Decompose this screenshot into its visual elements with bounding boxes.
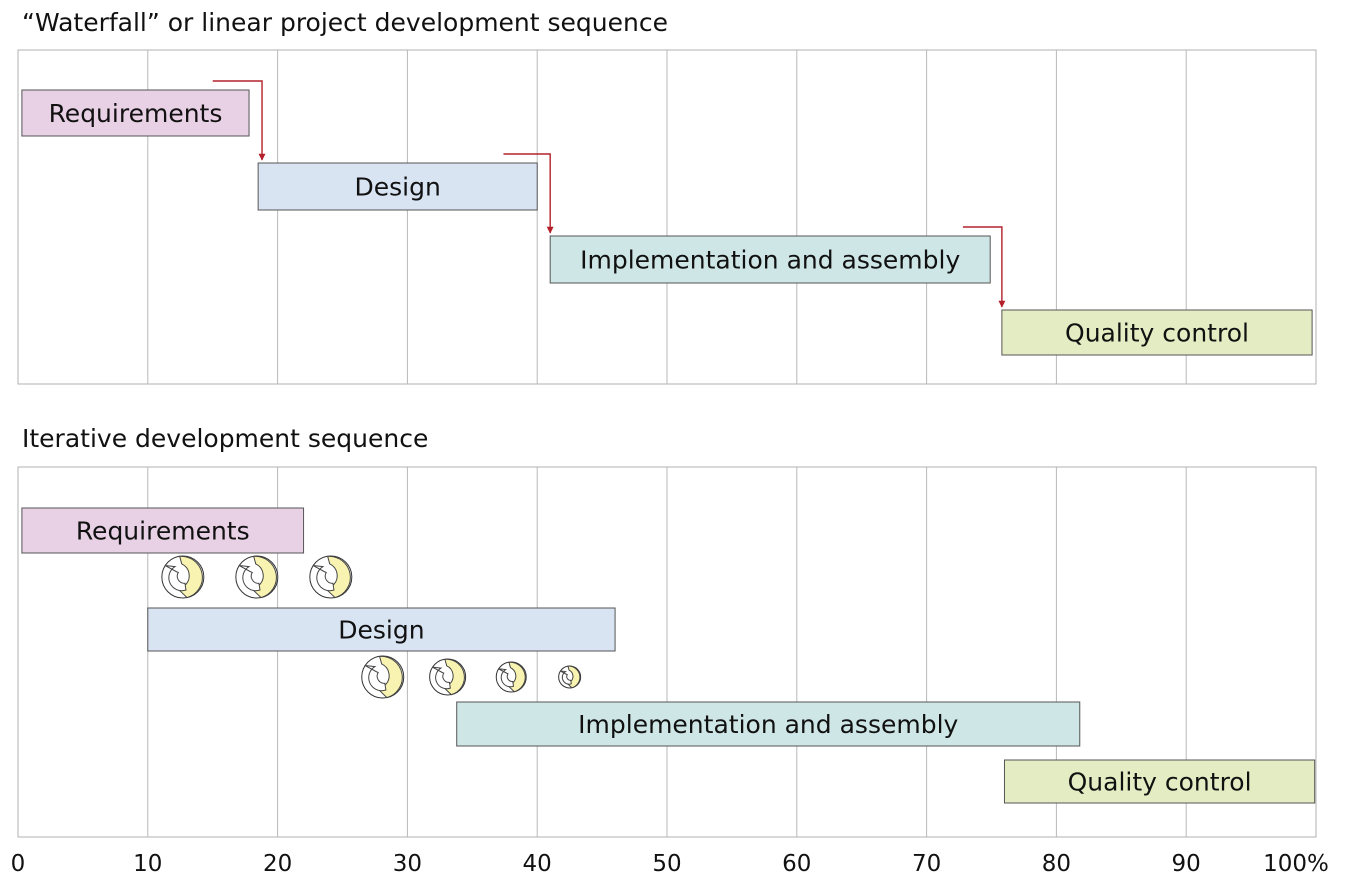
cycle-arrow-back <box>312 564 335 592</box>
cycle-arrow-back <box>560 670 572 685</box>
handoff-arrow <box>503 153 554 234</box>
iteration-cycle-icon <box>558 665 582 689</box>
gantt-panel-1: Requirements Design Implementation and ass… <box>17 466 1317 838</box>
task-bar <box>257 162 538 211</box>
cycle-arrow-back <box>164 564 187 592</box>
x-tick-label: 60 <box>782 851 811 877</box>
handoff-arrow <box>212 80 266 161</box>
x-tick-label: 30 <box>393 851 422 877</box>
task-bar <box>1001 309 1313 356</box>
x-tick-label: 20 <box>263 851 292 877</box>
gantt-panel-0: Requirements Design Implementation and ass… <box>17 49 1317 385</box>
iteration-cycle-icon <box>309 555 353 599</box>
iteration-cycle-icon <box>161 555 205 599</box>
task-bar <box>549 235 991 284</box>
x-tick-label: 90 <box>1172 851 1201 877</box>
x-tick-label: 70 <box>912 851 941 877</box>
cycle-arrow-back <box>238 564 261 592</box>
task-bar <box>147 607 616 652</box>
iterative-chart-title: Iterative development sequence <box>22 424 429 453</box>
task-bar <box>456 701 1081 747</box>
task-label: Design <box>338 616 424 645</box>
task-bar <box>1003 759 1316 804</box>
iteration-cycle-icon <box>429 658 467 696</box>
task-label: Requirements <box>49 99 223 128</box>
iteration-cycle-icon <box>361 655 405 699</box>
task-label: Implementation and assembly <box>580 246 960 275</box>
task-bar <box>21 89 250 137</box>
task-label: Design <box>355 173 441 202</box>
x-tick-label: 40 <box>523 851 552 877</box>
task-bar <box>21 507 305 554</box>
cycle-arrow-back <box>432 666 451 690</box>
waterfall-chart-title: “Waterfall” or linear project developmen… <box>22 8 668 37</box>
x-tick-label: 100% <box>1263 851 1329 877</box>
handoff-arrow <box>962 226 1006 308</box>
cycle-arrow-back <box>364 664 387 692</box>
task-label: Implementation and assembly <box>578 710 958 739</box>
task-label: Quality control <box>1068 768 1252 797</box>
task-label: Requirements <box>76 517 250 546</box>
iteration-cycle-icon <box>235 555 279 599</box>
task-label: Quality control <box>1065 319 1249 348</box>
x-tick-label: 0 <box>11 851 26 877</box>
cycle-arrow-back <box>498 668 515 688</box>
x-tick-label: 80 <box>1042 851 1071 877</box>
iteration-cycle-icon <box>495 661 527 693</box>
x-tick-label: 10 <box>133 851 162 877</box>
x-tick-label: 50 <box>652 851 681 877</box>
